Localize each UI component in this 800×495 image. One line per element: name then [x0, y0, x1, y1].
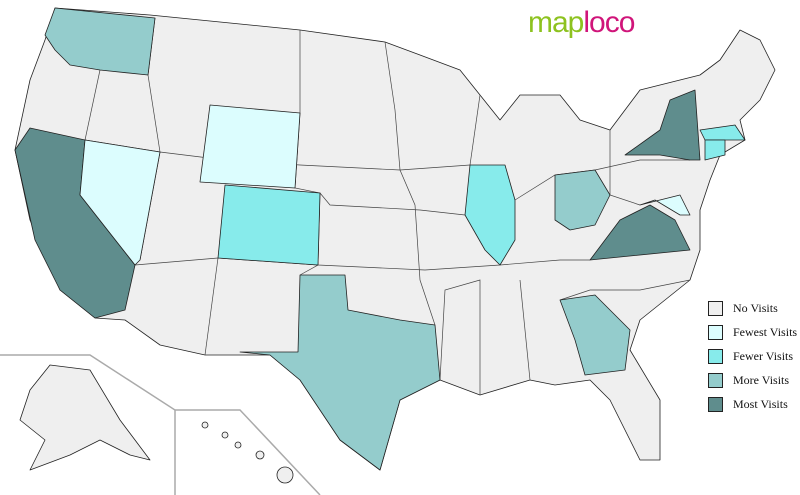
state-virginia[interactable]	[589, 204, 691, 261]
legend-item-most: Most Visits	[708, 392, 797, 416]
alaska-inset-border	[0, 354, 176, 495]
state-texas[interactable]	[239, 274, 441, 471]
legend-item-fewest: Fewest Visits	[708, 320, 797, 344]
legend-item-more: More Visits	[708, 368, 797, 392]
state-illinois[interactable]	[464, 164, 516, 266]
maploco-logo: maploco	[528, 6, 635, 39]
state-nevada[interactable]	[79, 139, 161, 266]
state-hawaii[interactable]	[201, 421, 294, 484]
state-new-york[interactable]	[624, 89, 701, 161]
state-colorado[interactable]	[217, 184, 321, 266]
hawaii-inset-border	[175, 409, 321, 495]
map-legend: No Visits Fewest Visits Fewer Visits Mor…	[708, 296, 797, 416]
legend-item-none: No Visits	[708, 296, 797, 320]
state-borders	[84, 17, 691, 395]
legend-swatch	[708, 300, 723, 316]
state-massachusetts[interactable]	[699, 124, 746, 141]
legend-swatch	[708, 372, 723, 388]
legend-item-fewer: Fewer Visits	[708, 344, 797, 368]
state-georgia[interactable]	[559, 294, 631, 376]
legend-swatch	[708, 348, 723, 364]
state-connecticut[interactable]	[704, 139, 726, 161]
state-wyoming[interactable]	[199, 104, 301, 189]
state-washington[interactable]	[44, 7, 156, 76]
legend-swatch	[708, 324, 723, 340]
state-ohio[interactable]	[554, 169, 611, 231]
state-maryland[interactable]	[639, 194, 691, 216]
state-alaska[interactable]	[19, 364, 151, 471]
legend-swatch	[708, 396, 723, 412]
